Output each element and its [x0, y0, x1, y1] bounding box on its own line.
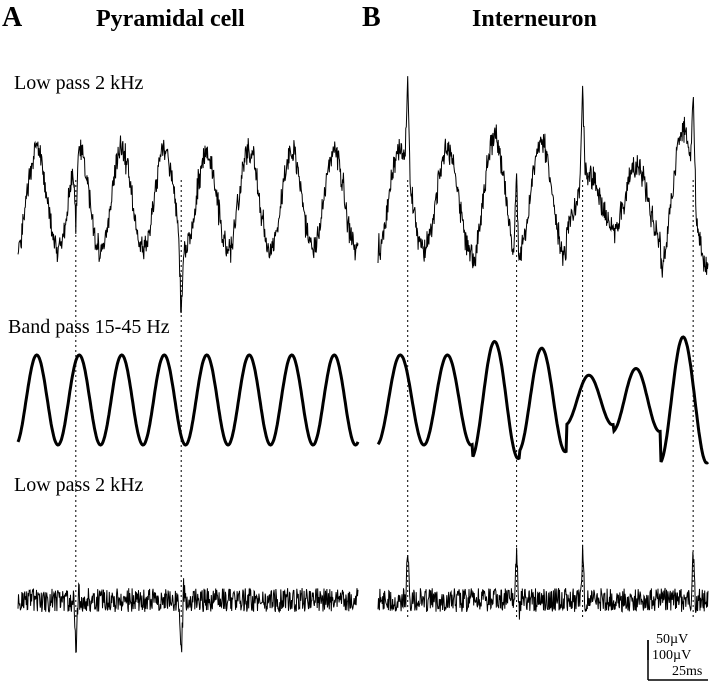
scale-time: 25ms [672, 664, 702, 680]
scale-v-large: 100µV [652, 648, 691, 664]
panel-title-b: Interneuron [472, 6, 597, 33]
panel-letter-a: A [2, 2, 22, 34]
panel-letter-b: B [362, 2, 381, 34]
trace-layer [0, 0, 720, 688]
panel-title-a: Pyramidal cell [96, 6, 245, 33]
figure: A Pyramidal cell B Interneuron Low pass 2 kH… [0, 0, 720, 688]
label-lowpass-top: Low pass 2 kHz [14, 72, 143, 95]
scale-v-small: 50µV [656, 632, 688, 648]
label-lowpass-bottom: Low pass 2 kHz [14, 474, 143, 497]
label-bandpass: Band pass 15-45 Hz [8, 316, 170, 339]
